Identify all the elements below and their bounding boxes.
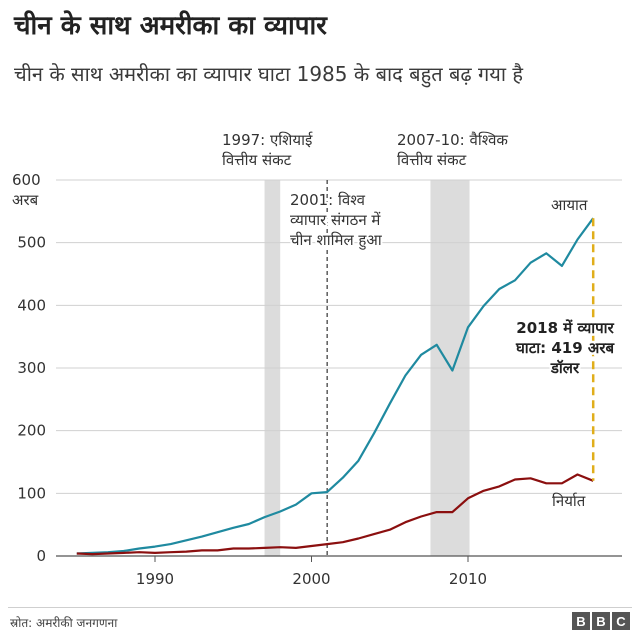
series-label-exports: निर्यात	[552, 492, 586, 510]
deficit-annotation: 2018 में व्यापार घाटा: 419 अरब डॉलर	[515, 319, 616, 377]
bbc-logo-letter-2: B	[592, 612, 610, 630]
y-axis-unit-label: 600 अरब	[12, 171, 41, 209]
x-tick-label: 2010	[449, 570, 487, 588]
y-tick-label: 500	[17, 234, 46, 252]
series-label-imports: आयात	[551, 196, 588, 214]
bbc-logo: B B C	[572, 612, 630, 630]
footer-divider	[8, 607, 632, 608]
chart-title: चीन के साथ अमरीका का व्यापार	[14, 11, 327, 41]
band-label-1997: 1997: एशियाई वित्तीय संकट	[222, 131, 313, 169]
x-tick-label: 1990	[136, 570, 174, 588]
y-tick-label: 100	[17, 484, 46, 502]
band-label-2007: 2007-10: वैश्विक वित्तीय संकट	[397, 131, 508, 169]
chart-subtitle: चीन के साथ अमरीका का व्यापार घाटा 1985 क…	[14, 62, 524, 86]
series-line-1	[76, 217, 595, 555]
y-tick-label: 400	[17, 296, 46, 314]
line-chart: 0 100 200 300 400 500 600 अरब 1990 2000 2010 1997: …	[12, 131, 622, 588]
bbc-logo-letter-3: C	[612, 612, 630, 630]
y-tick-label: 200	[17, 422, 46, 440]
series-line-2	[76, 473, 594, 556]
source-note: स्रोत: अमरीकी जनगणना	[10, 616, 118, 630]
wto-annotation: 2001: विश्व व्यापार संगठन में चीन शामिल हु…	[290, 191, 382, 250]
y-tick-label: 0	[36, 547, 46, 565]
x-tick-label: 2000	[292, 570, 330, 588]
y-tick-label: 300	[17, 359, 46, 377]
bbc-logo-letter-1: B	[572, 612, 590, 630]
